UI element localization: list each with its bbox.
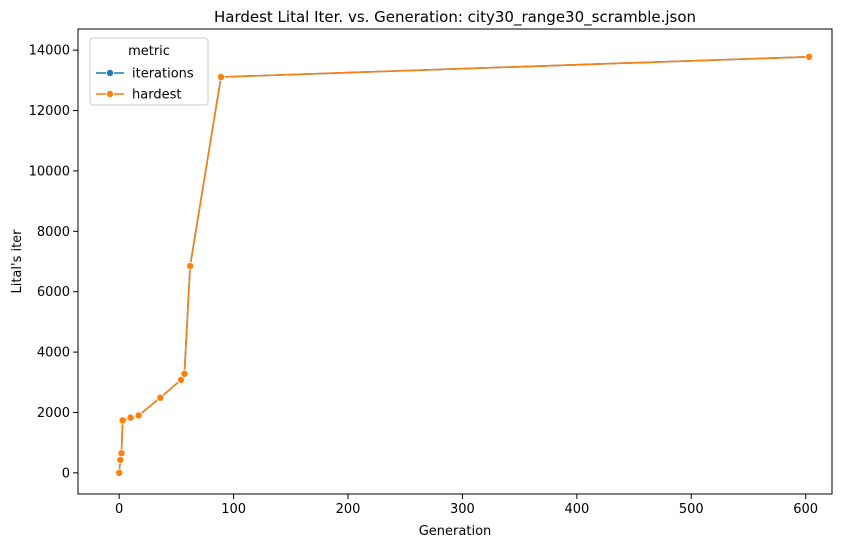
- series-line-iterations: [118, 55, 810, 473]
- x-axis-label: Generation: [419, 524, 492, 539]
- chart-title: Hardest Lital Iter. vs. Generation: city…: [214, 8, 696, 27]
- data-point-hardest: [126, 413, 135, 422]
- x-axis-ticks: 0 100 200 300 400 500 600: [115, 494, 818, 517]
- legend-title: metric: [128, 44, 170, 59]
- data-point-hardest: [118, 416, 127, 425]
- data-point-hardest: [115, 468, 124, 477]
- x-tick-label: 300: [450, 502, 475, 517]
- y-tick-label: 6000: [37, 285, 70, 300]
- legend-entry-hardest: hardest: [96, 88, 181, 103]
- legend-swatch-marker: [106, 69, 115, 78]
- legend: metric iterations hardest: [89, 37, 209, 106]
- y-tick-label: 0: [62, 466, 70, 481]
- data-point-hardest: [117, 449, 126, 458]
- y-tick-label: 10000: [29, 164, 70, 179]
- plot-area: 0 100 200 300 400 500 600 0 2000 4000 6000 8000 100…: [29, 28, 833, 517]
- series-hardest: [115, 52, 814, 477]
- series-line-hardest: [118, 55, 810, 473]
- data-point-hardest: [180, 369, 189, 378]
- x-tick-label: 500: [679, 502, 704, 517]
- data-point-hardest: [217, 73, 226, 82]
- data-point-hardest: [176, 375, 185, 384]
- x-tick-label: 100: [221, 502, 246, 517]
- y-tick-label: 4000: [37, 346, 70, 361]
- data-point-hardest: [805, 52, 814, 61]
- y-tick-label: 2000: [37, 406, 70, 421]
- series-iterations: [115, 52, 814, 477]
- series-layer: [115, 52, 814, 477]
- legend-label: iterations: [132, 67, 194, 82]
- data-point-hardest: [134, 411, 143, 420]
- data-point-hardest: [156, 393, 165, 402]
- legend-entries: iterations hardest: [96, 67, 194, 103]
- y-tick-label: 12000: [29, 104, 70, 119]
- y-axis-ticks: 0 2000 4000 6000 8000 10000 12000 14000: [29, 44, 78, 481]
- x-tick-label: 400: [564, 502, 589, 517]
- x-tick-label: 600: [793, 502, 818, 517]
- data-point-hardest: [116, 455, 125, 464]
- legend-box: [89, 37, 209, 106]
- y-tick-label: 14000: [29, 44, 70, 59]
- plot-frame: [77, 28, 833, 495]
- legend-entry-iterations: iterations: [96, 67, 194, 82]
- x-tick-label: 0: [115, 502, 123, 517]
- x-tick-label: 200: [336, 502, 361, 517]
- y-tick-label: 8000: [37, 225, 70, 240]
- legend-swatch-marker: [106, 90, 115, 99]
- y-axis-label: Lital's iter: [10, 229, 25, 294]
- legend-label: hardest: [132, 88, 181, 103]
- data-point-hardest: [186, 262, 195, 271]
